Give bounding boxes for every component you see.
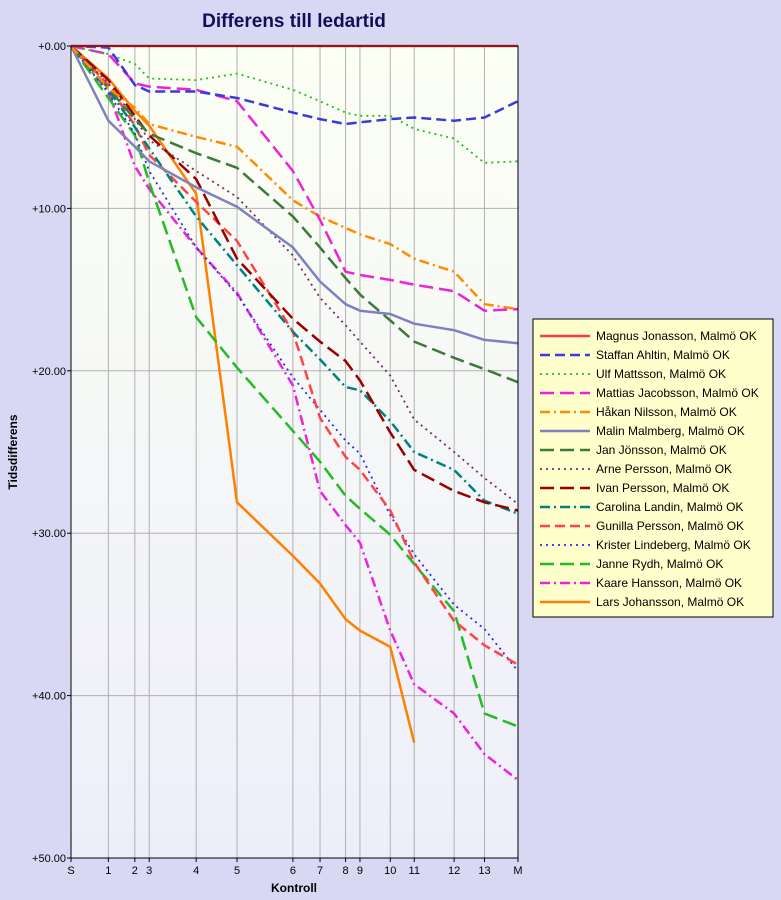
x-tick-label: 1 <box>105 865 111 877</box>
x-tick-label: 2 <box>132 865 138 877</box>
legend-label: Ivan Persson, Malmö OK <box>596 481 729 495</box>
legend-label: Janne Rydh, Malmö OK <box>596 557 723 571</box>
x-tick-label: 9 <box>357 865 363 877</box>
legend-box <box>532 318 774 618</box>
plot-area <box>70 45 519 859</box>
legend-label: Magnus Jonasson, Malmö OK <box>596 329 757 343</box>
y-tick-label: +0.00 <box>38 41 66 53</box>
series-line <box>70 45 519 666</box>
plot-frame <box>70 45 519 859</box>
x-axis-ticks: S 1 2 3 4 5 6 7 8 9 10 11 12 13 M <box>67 858 523 877</box>
x-tick-label: 4 <box>193 865 199 877</box>
legend: Magnus Jonasson, Malmö OK Staffan Ahltin,… <box>532 318 774 618</box>
x-tick-label: M <box>513 865 522 877</box>
y-tick-label: +50.00 <box>32 853 66 865</box>
legend-label: Carolina Landin, Malmö OK <box>596 500 743 514</box>
x-tick-label: 5 <box>234 865 240 877</box>
legend-label: Gunilla Persson, Malmö OK <box>596 519 744 533</box>
legend-label: Jan Jönsson, Malmö OK <box>596 443 727 457</box>
series-line <box>70 45 519 384</box>
legend-label: Håkan Nilsson, Malmö OK <box>596 405 737 419</box>
x-tick-label: 10 <box>384 865 396 877</box>
legend-label: Arne Persson, Malmö OK <box>596 462 732 476</box>
y-tick-label: +40.00 <box>32 691 66 703</box>
series-line <box>70 45 519 515</box>
x-tick-label: S <box>67 865 74 877</box>
y-axis-ticks: +0.00 +10.00 +20.00 +30.00 +40.00 +50.00 <box>32 41 71 865</box>
legend-label: Mattias Jacobsson, Malmö OK <box>596 386 759 400</box>
series-line <box>70 45 519 164</box>
series-line <box>70 45 519 672</box>
series-line <box>69 45 519 345</box>
y-tick-label: +10.00 <box>32 203 66 215</box>
x-axis-title: Kontroll <box>271 881 317 895</box>
y-tick-label: +30.00 <box>32 528 66 540</box>
series-line <box>70 44 519 312</box>
legend-label: Malin Malmberg, Malmö OK <box>596 424 745 438</box>
y-axis-title: Tidsdifferens <box>6 414 20 489</box>
y-tick-label: +20.00 <box>32 366 66 378</box>
series-line <box>70 44 519 126</box>
legend-label: Krister Lindeberg, Malmö OK <box>596 538 751 552</box>
series-line <box>70 45 519 505</box>
series-line <box>70 45 519 781</box>
legend-label: Staffan Ahltin, Malmö OK <box>596 348 730 362</box>
x-tick-label: 3 <box>146 865 152 877</box>
x-tick-label: 7 <box>317 865 323 877</box>
x-tick-label: 11 <box>409 865 420 877</box>
x-tick-label: 8 <box>343 865 349 877</box>
legend-label: Ulf Mattsson, Malmö OK <box>596 367 726 381</box>
x-tick-label: 12 <box>448 865 460 877</box>
x-tick-label: 13 <box>478 865 490 877</box>
chart-title: Differens till ledartid <box>202 11 386 32</box>
series-layer <box>69 44 519 781</box>
legend-label: Kaare Hansson, Malmö OK <box>596 576 742 590</box>
legend-label: Lars Johansson, Malmö OK <box>596 595 744 609</box>
x-tick-label: 6 <box>290 865 296 877</box>
series-line <box>70 45 519 311</box>
